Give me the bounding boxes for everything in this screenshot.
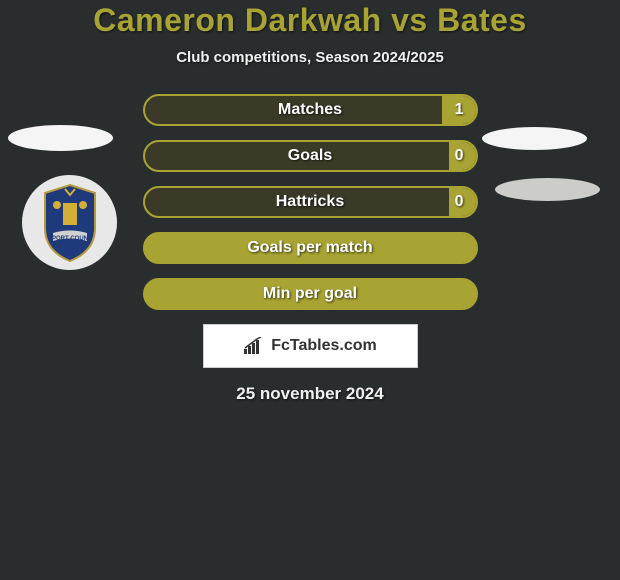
stat-value: 0: [455, 147, 464, 165]
brand-text: FcTables.com: [271, 337, 377, 355]
stat-label: Goals per match: [247, 239, 372, 257]
date-text: 25 november 2024: [0, 384, 620, 404]
stat-value: 0: [455, 193, 464, 211]
stat-row: Min per goal: [143, 278, 478, 310]
brand-logo[interactable]: FcTables.com: [203, 324, 418, 368]
crest-icon: PORT COUN: [35, 183, 105, 263]
bars-icon: [243, 337, 265, 355]
player-right-avatar-placeholder: [482, 127, 587, 150]
stat-row: Hattricks 0: [143, 186, 478, 218]
stats-list: Matches 1 Goals 0 Hattricks 0 Goals per match M…: [143, 94, 478, 310]
page-title: Cameron Darkwah vs Bates: [0, 2, 620, 39]
svg-text:PORT COUN: PORT COUN: [52, 236, 88, 242]
page-subtitle: Club competitions, Season 2024/2025: [0, 49, 620, 66]
stat-value: 1: [455, 101, 464, 119]
stat-label: Goals: [288, 147, 332, 165]
stat-label: Min per goal: [263, 285, 357, 303]
comparison-widget: Cameron Darkwah vs Bates Club competitio…: [0, 0, 620, 404]
stat-row: Goals 0: [143, 140, 478, 172]
player-right-club-placeholder: [495, 178, 600, 201]
club-crest: PORT COUN: [22, 175, 117, 270]
stat-label: Matches: [278, 101, 342, 119]
stat-row: Goals per match: [143, 232, 478, 264]
player-left-avatar-placeholder: [8, 125, 113, 151]
stat-label: Hattricks: [276, 193, 344, 211]
stat-row: Matches 1: [143, 94, 478, 126]
